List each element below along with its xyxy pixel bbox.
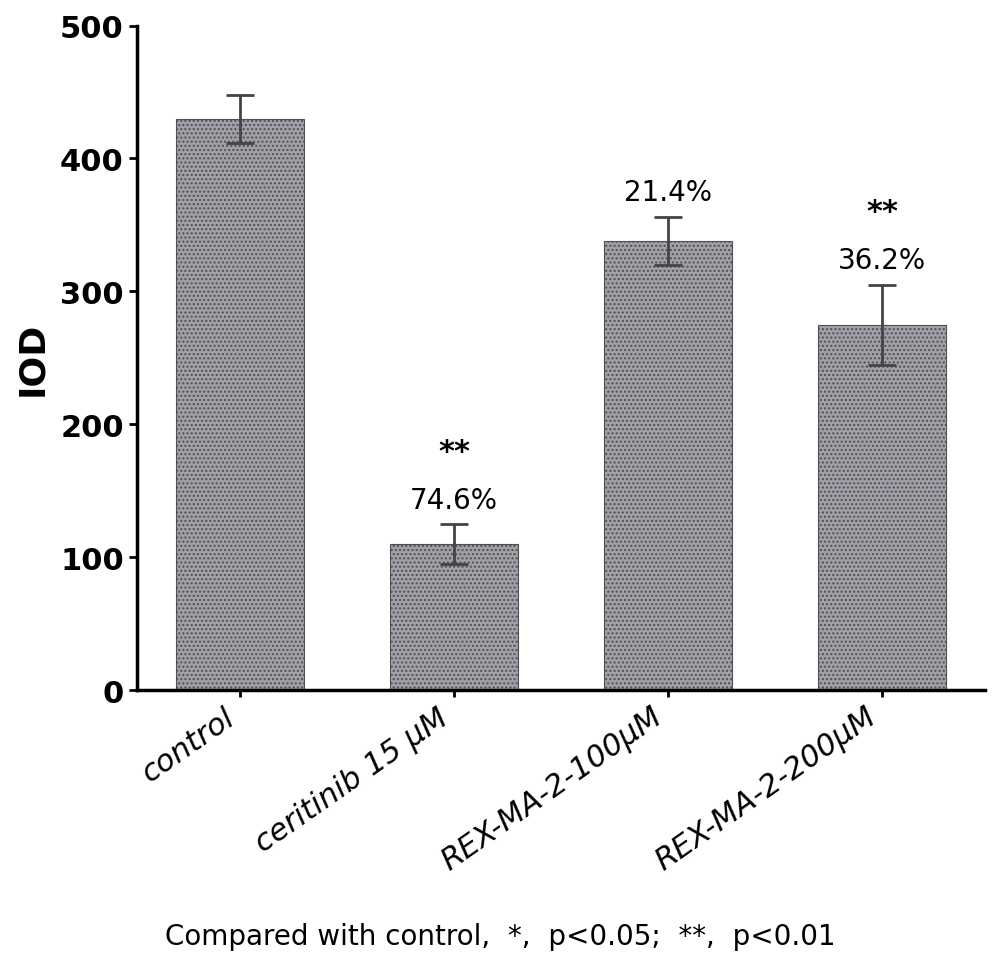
Text: **: ** (866, 198, 898, 227)
Text: 74.6%: 74.6% (410, 486, 498, 515)
Bar (604, 241, 732, 691)
Text: 21.4%: 21.4% (624, 179, 712, 207)
Text: Compared with control,  *,  p<0.05;  **,  p<0.01: Compared with control, *, p<0.05; **, p<… (165, 922, 835, 950)
Text: 36.2%: 36.2% (838, 247, 926, 275)
Bar (176, 119, 304, 691)
Bar (390, 545, 518, 691)
Y-axis label: IOD: IOD (15, 322, 49, 395)
Bar (818, 326, 946, 691)
Text: **: ** (438, 437, 470, 466)
